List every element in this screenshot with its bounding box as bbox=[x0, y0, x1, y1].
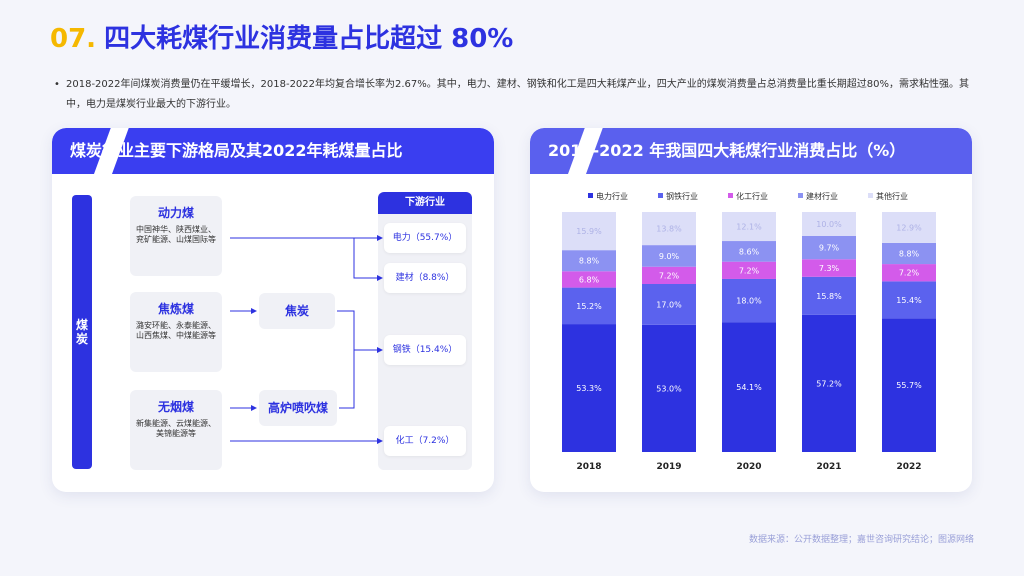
downstream-power: 电力（55.7%） bbox=[384, 223, 466, 253]
data-label: 7.2% bbox=[899, 269, 920, 278]
bar-segment bbox=[882, 281, 936, 319]
legend-swatch bbox=[588, 193, 593, 198]
source-companies: 潞安环能、永泰能源、山西焦煤、中煤能源等 bbox=[136, 321, 216, 340]
bar-segment bbox=[802, 314, 856, 452]
bar-segment bbox=[882, 242, 936, 265]
intermediate-coke: 焦炭 bbox=[259, 293, 335, 329]
data-label: 8.6% bbox=[739, 247, 760, 256]
data-label: 7.2% bbox=[659, 271, 680, 280]
summary-text: 2018-2022年间煤炭消费量仍在平缓增长，2018-2022年均复合增长率为… bbox=[54, 75, 984, 115]
x-tick-label: 2019 bbox=[656, 462, 681, 472]
bar-segment bbox=[722, 261, 776, 279]
source-coking-coal: 焦炼煤 潞安环能、永泰能源、山西焦煤、中煤能源等 bbox=[130, 292, 222, 372]
intermediate-pci-coal: 高炉喷吹煤 bbox=[259, 390, 337, 426]
bar-segment bbox=[802, 276, 856, 315]
legend-label: 化工行业 bbox=[736, 191, 768, 201]
downstream-header: 下游行业 bbox=[378, 192, 472, 214]
flow-arrows bbox=[230, 235, 383, 444]
bar-segment bbox=[642, 212, 696, 246]
data-label: 55.7% bbox=[896, 381, 922, 390]
data-label: 7.3% bbox=[819, 264, 840, 273]
data-label: 57.2% bbox=[816, 379, 842, 388]
legend-swatch bbox=[798, 193, 803, 198]
bar-segment bbox=[562, 271, 616, 288]
downstream-panel-title: 煤炭行业主要下游格局及其2022年耗煤量占比 bbox=[52, 128, 494, 174]
data-label: 6.8% bbox=[579, 275, 600, 284]
downstream-steel: 钢铁（15.4%） bbox=[384, 335, 466, 365]
data-label: 8.8% bbox=[579, 257, 600, 266]
legend-label: 建材行业 bbox=[806, 191, 838, 201]
downstream-panel: 煤炭行业主要下游格局及其2022年耗煤量占比 煤炭 动力煤 中国神华、陕西煤业、… bbox=[52, 128, 494, 492]
source-thermal-coal: 动力煤 中国神华、陕西煤业、兖矿能源、山煤国际等 bbox=[130, 196, 222, 276]
legend-swatch bbox=[868, 193, 873, 198]
source-companies: 中国神华、陕西煤业、兖矿能源、山煤国际等 bbox=[136, 225, 216, 244]
bar-segment bbox=[882, 318, 936, 452]
chart-panel-title: 2018-2022 年我国四大耗煤行业消费占比（%） bbox=[530, 128, 972, 174]
data-label: 15.9% bbox=[576, 227, 602, 236]
bar-segment bbox=[722, 241, 776, 262]
data-label: 18.0% bbox=[736, 297, 762, 306]
bar-segment bbox=[562, 287, 616, 325]
data-label: 15.2% bbox=[576, 302, 602, 311]
bar-segment bbox=[882, 212, 936, 243]
bar-segment bbox=[562, 324, 616, 452]
data-label: 17.0% bbox=[656, 300, 682, 309]
arrow-pci-to-steel bbox=[339, 350, 355, 409]
chart-panel: 2018-2022 年我国四大耗煤行业消费占比（%） 电力行业 钢铁行业 化工行业 建… bbox=[530, 128, 972, 492]
data-label: 7.2% bbox=[739, 266, 760, 275]
legend-swatch bbox=[728, 193, 733, 198]
legend-label: 电力行业 bbox=[596, 191, 628, 201]
bar-segment bbox=[642, 266, 696, 284]
data-label: 15.8% bbox=[816, 292, 842, 301]
bar-segment bbox=[802, 236, 856, 260]
source-name: 焦炼煤 bbox=[157, 302, 194, 316]
bar-segment bbox=[642, 284, 696, 325]
bar-segment bbox=[562, 212, 616, 251]
x-tick-label: 2018 bbox=[576, 462, 601, 472]
bar-segment bbox=[722, 212, 776, 242]
legend-label: 其他行业 bbox=[876, 191, 908, 201]
data-label: 53.0% bbox=[656, 384, 682, 393]
stacked-bar-chart: 电力行业 钢铁行业 化工行业 建材行业 其他行业 53.3% 15.2% 6.8% 8.8% 15… bbox=[562, 191, 936, 472]
data-label: 9.0% bbox=[659, 252, 680, 261]
bar-segment bbox=[722, 278, 776, 323]
x-tick-label: 2020 bbox=[736, 462, 761, 472]
data-label: 9.7% bbox=[819, 244, 840, 253]
source-anthracite: 无烟煤 新集能源、云煤能源、美锦能源等 bbox=[130, 390, 222, 470]
coal-label: 煤炭 bbox=[75, 318, 88, 346]
bar-segment bbox=[722, 322, 776, 452]
downstream-building-materials: 建材（8.8%） bbox=[384, 263, 466, 293]
data-label: 8.8% bbox=[899, 250, 920, 259]
arrow-coke-to-steel bbox=[337, 310, 383, 353]
source-name: 动力煤 bbox=[157, 206, 194, 220]
section-number: 07. bbox=[50, 24, 97, 54]
bar-segment bbox=[882, 264, 936, 282]
arrow-thermal-to-building bbox=[353, 238, 383, 281]
page-title: 07. 四大耗煤行业消费量占比超过 80% bbox=[50, 18, 513, 55]
title-text: 四大耗煤行业消费量占比超过 80% bbox=[104, 24, 514, 54]
bar-segment bbox=[802, 259, 856, 277]
bar-segment bbox=[642, 324, 696, 452]
data-label: 12.1% bbox=[736, 223, 762, 232]
downstream-chemical: 化工（7.2%） bbox=[384, 426, 466, 456]
bar-segment bbox=[562, 250, 616, 272]
bar-segment bbox=[642, 245, 696, 267]
data-label: 53.3% bbox=[576, 384, 602, 393]
legend-label: 钢铁行业 bbox=[666, 191, 698, 201]
legend-swatch bbox=[658, 193, 663, 198]
x-tick-label: 2022 bbox=[896, 462, 921, 472]
data-label: 10.0% bbox=[816, 220, 842, 229]
data-label: 12.9% bbox=[896, 223, 922, 232]
bar-segment bbox=[802, 212, 856, 236]
source-companies: 新集能源、云煤能源、美锦能源等 bbox=[136, 419, 216, 438]
source-name: 无烟煤 bbox=[157, 400, 194, 414]
data-label: 54.1% bbox=[736, 383, 762, 392]
data-label: 13.8% bbox=[656, 225, 682, 234]
data-label: 15.4% bbox=[896, 296, 922, 305]
x-tick-label: 2021 bbox=[816, 462, 841, 472]
coal-bar bbox=[72, 195, 92, 469]
footer-source: 数据来源：公开数据整理；嘉世咨询研究结论；图源网络 bbox=[748, 535, 974, 545]
